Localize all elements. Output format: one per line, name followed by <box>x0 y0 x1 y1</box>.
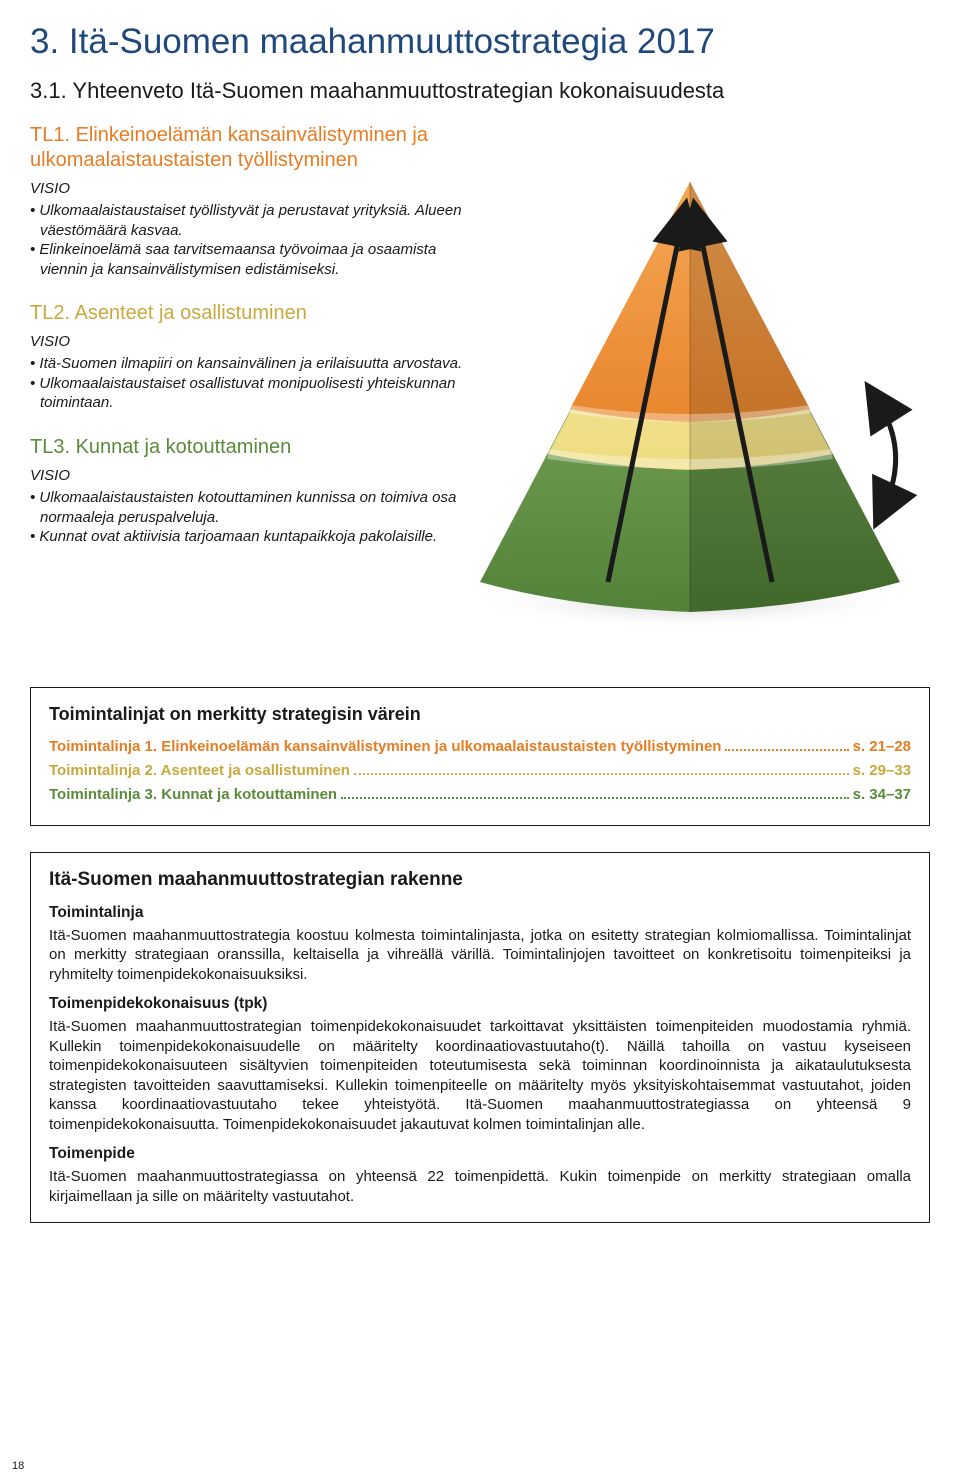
text-column: TL1. Elinkeinoelämän kansainvälistyminen… <box>30 123 470 547</box>
rakenne-title: Itä-Suomen maahanmuuttostrategian rakenn… <box>49 867 911 893</box>
arrow-curved <box>878 402 896 507</box>
tl2-bullets: Itä-Suomen ilmapiiri on kansainvälinen j… <box>30 354 470 413</box>
section-subtitle: 3.1. Yhteenveto Itä-Suomen maahanmuuttos… <box>30 77 930 105</box>
tl1-bullet: Ulkomaalaistaustaiset työllistyvät ja pe… <box>30 201 470 240</box>
tl2-visio-label: VISIO <box>30 332 470 352</box>
toc-row: Toimintalinja 1. Elinkeinoelämän kansain… <box>49 737 911 757</box>
toc-label: Toimintalinja 1. Elinkeinoelämän kansain… <box>49 737 721 757</box>
rakenne-subheading: Toimenpide <box>49 1144 911 1165</box>
tl2-block: TL2. Asenteet ja osallistuminen VISIO It… <box>30 301 470 413</box>
tl3-heading: TL3. Kunnat ja kotouttaminen <box>30 435 470 460</box>
pyramid-diagram <box>440 162 940 642</box>
tl2-bullet: Itä-Suomen ilmapiiri on kansainvälinen j… <box>30 354 470 374</box>
tl1-bullets: Ulkomaalaistaustaiset työllistyvät ja pe… <box>30 201 470 279</box>
rakenne-paragraph: Itä-Suomen maahanmuuttostrategian toimen… <box>49 1017 911 1134</box>
page-number: 18 <box>12 1459 24 1474</box>
toc-title: Toimintalinjat on merkitty strategisin v… <box>49 702 911 726</box>
pyramid-orange-right <box>690 182 810 422</box>
toc-page: s. 34–37 <box>853 785 911 805</box>
tl3-bullets: Ulkomaalaistaustaisten kotouttaminen kun… <box>30 488 470 547</box>
rakenne-paragraph: Itä-Suomen maahanmuuttostrategia koostuu… <box>49 926 911 985</box>
rakenne-box: Itä-Suomen maahanmuuttostrategian rakenn… <box>30 852 930 1223</box>
tl1-visio-label: VISIO <box>30 179 470 199</box>
toc-label: Toimintalinja 2. Asenteet ja osallistumi… <box>49 761 350 781</box>
tl2-heading: TL2. Asenteet ja osallistuminen <box>30 301 470 326</box>
tl3-block: TL3. Kunnat ja kotouttaminen VISIO Ulkom… <box>30 435 470 547</box>
toc-row: Toimintalinja 2. Asenteet ja osallistumi… <box>49 761 911 781</box>
tl3-bullet: Kunnat ovat aktiivisia tarjoamaan kuntap… <box>30 527 470 547</box>
upper-section: 3.1. Yhteenveto Itä-Suomen maahanmuuttos… <box>30 77 930 687</box>
tl1-heading: TL1. Elinkeinoelämän kansainvälistyminen… <box>30 123 470 173</box>
rakenne-subheading: Toimenpidekokonaisuus (tpk) <box>49 994 911 1015</box>
toc-row: Toimintalinja 3. Kunnat ja kotouttaminen… <box>49 785 911 805</box>
toc-page: s. 21–28 <box>853 737 911 757</box>
tl1-bullet: Elinkeinoelämä saa tarvitsemaansa työvoi… <box>30 240 470 279</box>
tl3-visio-label: VISIO <box>30 466 470 486</box>
pyramid-orange-left <box>570 182 690 422</box>
toc-dots <box>725 749 848 751</box>
tl1-block: TL1. Elinkeinoelämän kansainvälistyminen… <box>30 123 470 279</box>
rakenne-paragraph: Itä-Suomen maahanmuuttostrategiassa on y… <box>49 1167 911 1206</box>
page-title: 3. Itä-Suomen maahanmuuttostrategia 2017 <box>30 18 930 65</box>
toc-label: Toimintalinja 3. Kunnat ja kotouttaminen <box>49 785 337 805</box>
toc-box: Toimintalinjat on merkitty strategisin v… <box>30 687 930 826</box>
tl3-bullet: Ulkomaalaistaustaisten kotouttaminen kun… <box>30 488 470 527</box>
tl2-bullet: Ulkomaalaistaustaiset osallistuvat monip… <box>30 374 470 413</box>
toc-dots <box>354 773 849 775</box>
rakenne-subheading: Toimintalinja <box>49 903 911 924</box>
toc-dots <box>341 797 849 799</box>
toc-page: s. 29–33 <box>853 761 911 781</box>
